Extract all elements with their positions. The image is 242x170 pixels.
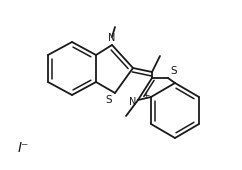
- Text: I⁻: I⁻: [18, 141, 30, 155]
- Text: N: N: [129, 97, 136, 107]
- Text: S: S: [170, 66, 177, 76]
- Text: +: +: [142, 91, 150, 100]
- Text: N: N: [108, 33, 116, 43]
- Text: S: S: [105, 95, 112, 105]
